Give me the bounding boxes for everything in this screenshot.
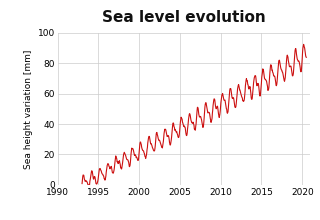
Title: Sea level evolution: Sea level evolution — [102, 10, 266, 25]
Y-axis label: Sea height variation [mm]: Sea height variation [mm] — [24, 49, 33, 169]
